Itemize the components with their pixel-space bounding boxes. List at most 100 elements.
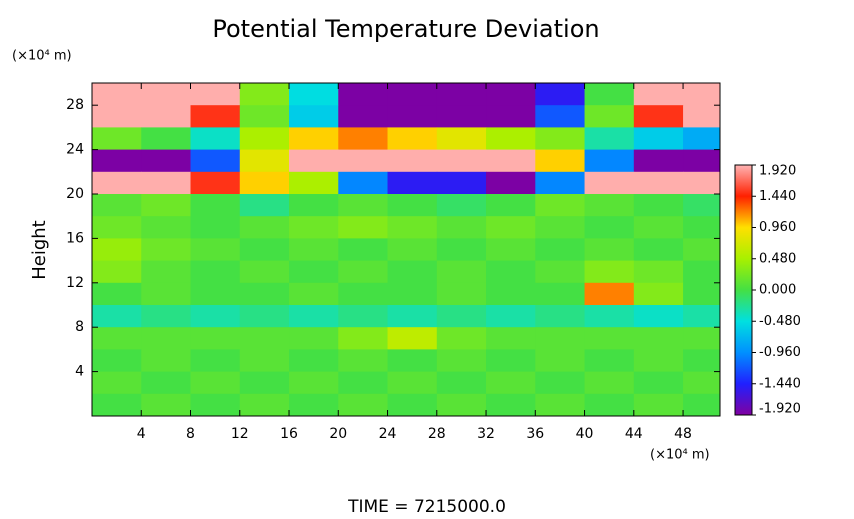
- heat-cell: [436, 83, 487, 106]
- heat-cell: [436, 305, 487, 328]
- heat-cell: [239, 105, 290, 128]
- heat-cell: [92, 327, 142, 350]
- heat-cell: [584, 171, 635, 195]
- heat-cell: [486, 305, 536, 328]
- heat-cell: [338, 349, 389, 373]
- colorbar-tick-label: 1.920: [759, 164, 796, 179]
- heat-cell: [683, 371, 720, 395]
- y-tick-label: 12: [66, 275, 84, 291]
- heat-cell: [239, 238, 290, 262]
- heat-cell: [584, 327, 635, 350]
- footer: TIME = 7215000.0: [347, 497, 506, 517]
- heat-cell: [387, 393, 438, 416]
- heat-cell: [190, 194, 241, 217]
- heat-cell: [633, 216, 684, 239]
- heat-cell: [239, 149, 290, 173]
- heat-cell: [683, 216, 720, 239]
- heat-cell: [190, 371, 241, 395]
- heat-cell: [584, 83, 635, 106]
- heat-cell: [338, 238, 389, 262]
- heat-cell: [486, 282, 536, 306]
- heat-cell: [584, 349, 635, 373]
- heat-cell: [535, 349, 586, 373]
- plot-frame: [91, 82, 721, 417]
- heat-cell: [683, 238, 720, 262]
- heat-cell: [387, 149, 438, 173]
- heat-cell: [683, 393, 720, 416]
- heat-cell: [683, 149, 720, 173]
- heat-cell: [338, 260, 389, 284]
- heat-cell: [387, 216, 438, 239]
- heat-cell: [683, 327, 720, 350]
- heat-cell: [535, 238, 586, 262]
- heat-cell: [535, 282, 586, 306]
- heat-cell: [92, 305, 142, 328]
- heat-cell: [387, 194, 438, 217]
- heat-cell: [239, 127, 290, 151]
- heat-cell: [633, 371, 684, 395]
- colorbar: [734, 164, 753, 416]
- heat-cell: [683, 194, 720, 217]
- heat-cell: [141, 194, 192, 217]
- heat-cell: [633, 282, 684, 306]
- heat-cell: [387, 282, 438, 306]
- heat-cell: [387, 349, 438, 373]
- colorbar-tick-label: 0.480: [759, 251, 796, 266]
- heat-cell: [633, 194, 684, 217]
- heat-cell: [633, 149, 684, 173]
- colorbar-tick-label: -0.960: [759, 345, 801, 360]
- y-tick-label: 4: [75, 364, 84, 380]
- heat-cell: [387, 305, 438, 328]
- heat-cell: [338, 282, 389, 306]
- heat-cell: [190, 282, 241, 306]
- y-tick-label: 16: [66, 230, 84, 246]
- heat-cell: [436, 282, 487, 306]
- heat-cell: [486, 393, 536, 416]
- heat-cell: [190, 305, 241, 328]
- heat-cell: [584, 393, 635, 416]
- heat-cell: [289, 216, 339, 239]
- heat-cell: [338, 371, 389, 395]
- heat-cell: [584, 149, 635, 173]
- heat-cell: [338, 105, 389, 128]
- heat-cell: [486, 349, 536, 373]
- heat-cell: [289, 305, 339, 328]
- heat-cell: [633, 105, 684, 128]
- heat-cell: [387, 238, 438, 262]
- heat-cell: [535, 305, 586, 328]
- heat-cell: [141, 105, 192, 128]
- heat-cell: [239, 327, 290, 350]
- heat-cell: [486, 127, 536, 151]
- heat-cell: [289, 171, 339, 195]
- heat-cell: [486, 171, 536, 195]
- heat-cell: [141, 349, 192, 373]
- heat-cell: [239, 349, 290, 373]
- heat-cell: [289, 105, 339, 128]
- heat-cell: [486, 216, 536, 239]
- heat-cell: [141, 127, 192, 151]
- heat-cell: [289, 371, 339, 395]
- heat-cell: [141, 171, 192, 195]
- heat-cell: [486, 238, 536, 262]
- heat-cell: [387, 171, 438, 195]
- heat-cell: [584, 127, 635, 151]
- heat-cell: [633, 349, 684, 373]
- heat-cell: [486, 105, 536, 128]
- x-unit: (×10⁴ m): [650, 448, 710, 463]
- heat-cell: [683, 105, 720, 128]
- heat-cell: [141, 393, 192, 416]
- heat-cell: [92, 393, 142, 416]
- heat-cell: [289, 149, 339, 173]
- heat-cell: [584, 282, 635, 306]
- heat-cell: [633, 127, 684, 151]
- heat-cell: [239, 305, 290, 328]
- heat-cell: [338, 83, 389, 106]
- heat-cell: [436, 194, 487, 217]
- heat-cell: [141, 282, 192, 306]
- heat-cell: [289, 238, 339, 262]
- x-tick-label: 12: [231, 426, 249, 442]
- x-tick-label: 44: [625, 426, 643, 442]
- heat-cell: [486, 194, 536, 217]
- heat-cell: [535, 194, 586, 217]
- heat-cell: [239, 260, 290, 284]
